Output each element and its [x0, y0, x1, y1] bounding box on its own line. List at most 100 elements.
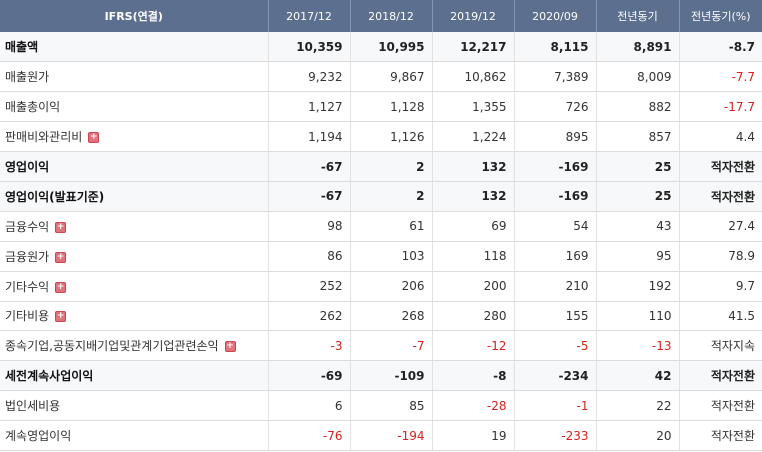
row-label: 영업이익	[5, 160, 50, 174]
value-cell: -67	[268, 151, 351, 182]
value-cell: -194	[350, 420, 433, 451]
value-cell: 적자지속	[679, 330, 762, 362]
row-label-cell: 영업이익	[0, 151, 269, 182]
expand-plus-icon[interactable]: +	[224, 341, 236, 353]
value-cell: 252	[268, 271, 351, 302]
row-label-cell: 기타수익 +	[0, 271, 269, 302]
value-cell: 적자전환	[679, 390, 762, 422]
value-cell: -12	[432, 330, 515, 362]
row-label-cell: 계속영업이익	[0, 420, 269, 451]
value-cell: 54	[514, 211, 597, 242]
row-label: 금융수익	[5, 219, 50, 234]
value-cell: -7.7	[679, 61, 762, 93]
row-label-cell: 세전계속사업이익	[0, 360, 269, 392]
value-cell: 2	[350, 151, 433, 182]
value-cell: 적자전환	[679, 420, 762, 451]
value-cell: -13	[596, 330, 680, 362]
value-cell: 726	[514, 91, 597, 123]
value-cell: 9,232	[268, 61, 351, 93]
value-cell: 27.4	[679, 211, 762, 242]
value-cell: 10,862	[432, 61, 515, 93]
table-row: 영업이익(발표기준) -67 2 132 -169 25 적자전환	[0, 181, 762, 212]
row-label-cell: 금융수익 +	[0, 211, 269, 242]
row-label: 금융원가	[5, 249, 50, 264]
row-label: 영업이익(발표기준)	[5, 189, 105, 204]
value-cell: 41.5	[679, 301, 762, 332]
value-cell: 1,194	[268, 121, 351, 153]
value-cell: 19	[432, 420, 515, 451]
value-cell: 1,126	[350, 121, 433, 153]
value-cell: 268	[350, 301, 433, 332]
row-label-cell: 기타비용 +	[0, 301, 269, 332]
value-cell: 9,867	[350, 61, 433, 93]
value-cell: -8	[432, 360, 515, 392]
value-cell: 155	[514, 301, 597, 332]
value-cell: 78.9	[679, 241, 762, 272]
value-cell: 25	[596, 181, 680, 212]
row-label: 매출원가	[5, 70, 50, 85]
row-label: 매출총이익	[5, 100, 61, 115]
table-row: 계속영업이익 -76 -194 19 -233 20 적자전환	[0, 420, 762, 451]
value-cell: 262	[268, 301, 351, 332]
row-label: 기타비용	[5, 309, 50, 324]
value-cell: 10,359	[268, 32, 351, 63]
value-cell: 25	[596, 151, 680, 182]
value-cell: 110	[596, 301, 680, 332]
row-label-cell: 판매비와관리비 +	[0, 121, 269, 153]
header-row: IFRS(연결) 2017/12 2018/12 2019/12 2020/09…	[0, 0, 762, 32]
value-cell: 10,995	[350, 32, 433, 63]
value-cell: 86	[268, 241, 351, 272]
value-cell: -109	[350, 360, 433, 392]
value-cell: 192	[596, 271, 680, 302]
expand-plus-icon[interactable]: +	[55, 281, 67, 293]
value-cell: -69	[268, 360, 351, 392]
expand-plus-icon[interactable]: +	[55, 221, 67, 233]
header-2020: 2020/09	[514, 0, 597, 32]
row-label-cell: 법인세비용	[0, 390, 269, 422]
table-row: 기타비용 +262 268 280 155 110 41.5	[0, 301, 762, 332]
value-cell: -1	[514, 390, 597, 422]
header-ifrs: IFRS(연결)	[0, 0, 269, 32]
value-cell: 132	[432, 151, 515, 182]
value-cell: 8,115	[514, 32, 597, 63]
row-label: 계속영업이익	[5, 429, 72, 444]
value-cell: -7	[350, 330, 433, 362]
row-label: 판매비와관리비	[5, 130, 83, 145]
row-label: 법인세비용	[5, 399, 61, 414]
table-row: 판매비와관리비 +1,194 1,126 1,224 895 857 4.4	[0, 121, 762, 153]
value-cell: 22	[596, 390, 680, 422]
header-prev-period: 전년동기	[596, 0, 680, 32]
value-cell: 895	[514, 121, 597, 153]
value-cell: 169	[514, 241, 597, 272]
expand-plus-icon[interactable]: +	[88, 132, 100, 144]
row-label-cell: 매출원가	[0, 61, 269, 93]
value-cell: 12,217	[432, 32, 515, 63]
header-2019: 2019/12	[432, 0, 515, 32]
value-cell: 적자전환	[679, 181, 762, 212]
value-cell: 8,891	[596, 32, 680, 63]
expand-plus-icon[interactable]: +	[55, 251, 67, 263]
value-cell: -233	[514, 420, 597, 451]
value-cell: 42	[596, 360, 680, 392]
row-label: 종속기업,공동지배기업및관계기업관련손익	[5, 339, 219, 354]
value-cell: 882	[596, 91, 680, 123]
value-cell: 1,127	[268, 91, 351, 123]
table-row: 매출총이익 1,127 1,128 1,355 726 882 -17.7	[0, 91, 762, 123]
value-cell: 20	[596, 420, 680, 451]
value-cell: -234	[514, 360, 597, 392]
value-cell: 9.7	[679, 271, 762, 302]
row-label-cell: 종속기업,공동지배기업및관계기업관련손익 +	[0, 330, 269, 362]
table-row: 종속기업,공동지배기업및관계기업관련손익 + -3 -7 -12 -5 -13 적자지속	[0, 330, 762, 362]
table-row: 매출원가 9,232 9,867 10,862 7,389 8,009 -7.7	[0, 61, 762, 93]
expand-plus-icon[interactable]: +	[55, 311, 67, 323]
header-prev-period-pct: 전년동기(%)	[690, 10, 751, 23]
table-row: 금융원가 +86 103 118 169 95 78.9	[0, 241, 762, 272]
value-cell: 280	[432, 301, 515, 332]
value-cell: -67	[268, 181, 351, 212]
value-cell: 61	[350, 211, 433, 242]
value-cell: -8.7	[679, 32, 762, 63]
value-cell: 43	[596, 211, 680, 242]
value-cell: -169	[514, 151, 597, 182]
value-cell: 69	[432, 211, 515, 242]
value-cell: -5	[514, 330, 597, 362]
